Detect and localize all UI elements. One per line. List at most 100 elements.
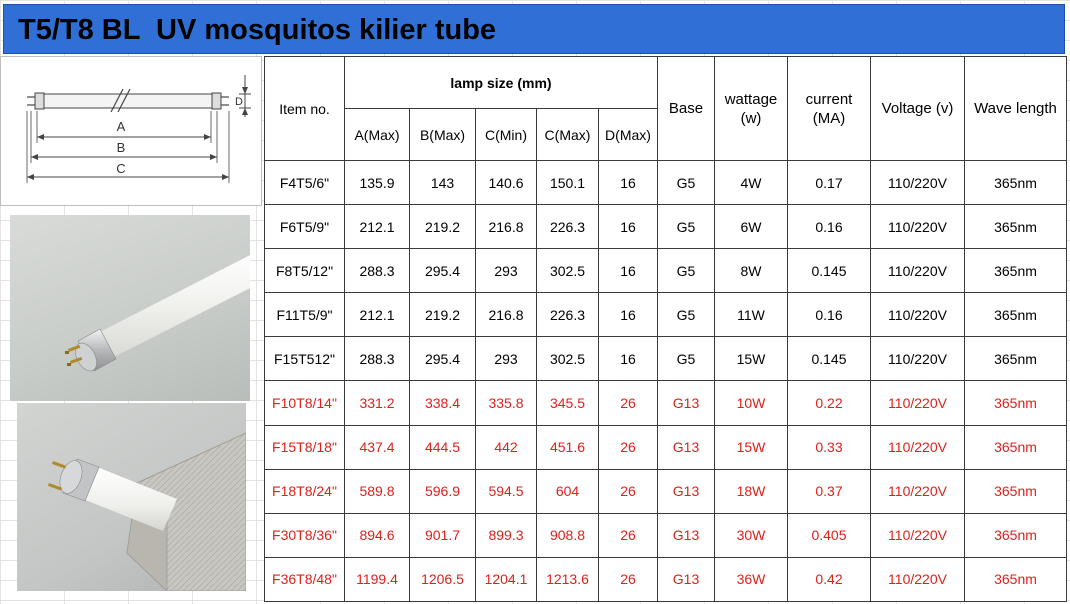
cell-b-max: 295.4 [409,336,476,382]
cell-c-max: 226.3 [536,204,599,250]
dimension-label-c: C [116,161,125,176]
cell-voltage: 110/220V [870,204,965,250]
cell-b-max: 338.4 [409,380,476,426]
header-c-min: C(Min) [475,108,537,161]
cell-c-min: 899.3 [475,512,537,558]
spec-table-body: F4T5/6" 135.9 143 140.6 150.1 16 G5 4W 0.17 110/2… [264,159,1067,603]
cell-b-max: 901.7 [409,512,476,558]
cell-c-max: 302.5 [536,248,599,294]
cell-base: G5 [657,204,715,250]
table-row: F15T512" 288.3 295.4 293 302.5 16 G5 15W 0.145 11… [264,336,1067,382]
cell-a-max: 288.3 [344,248,410,294]
header-c-max: C(Max) [536,108,599,161]
cell-d-max: 16 [598,336,658,382]
cell-a-max: 135.9 [344,159,410,206]
cell-wave-length: 365nm [964,556,1067,603]
cell-d-max: 26 [598,380,658,426]
cell-base: G13 [657,556,715,603]
cell-current: 0.42 [787,556,871,603]
cell-current: 0.145 [787,336,871,382]
cell-d-max: 16 [598,204,658,250]
cell-a-max: 212.1 [344,292,410,338]
cell-b-max: 1206.5 [409,556,476,603]
page-title: T5/T8 BL UV mosquitos kilier tube [18,14,497,46]
header-a-max: A(Max) [344,108,410,161]
cell-voltage: 110/220V [870,468,965,514]
cell-voltage: 110/220V [870,512,965,558]
cell-wattage: 30W [714,512,788,558]
header-wave-length: Wave length [964,56,1067,161]
cell-wattage: 10W [714,380,788,426]
cell-base: G5 [657,159,715,206]
table-row: F30T8/36" 894.6 901.7 899.3 908.8 26 G13 30W 0.4… [264,512,1067,558]
dimension-label-d: D [235,96,243,108]
t8-tube-illustration [47,432,246,591]
tube-dimension-diagram: A B C D [0,56,262,206]
cell-wave-length: 365nm [964,468,1067,514]
cell-item-no: F36T8/48" [264,556,345,603]
cell-c-max: 604 [536,468,599,514]
table-row: F10T8/14" 331.2 338.4 335.8 345.5 26 G13 10W 0.2… [264,380,1067,426]
cell-item-no: F8T5/12" [264,248,345,294]
cell-base: G5 [657,248,715,294]
cell-item-no: F6T5/9" [264,204,345,250]
cell-wattage: 15W [714,424,788,470]
t5-tube-illustration [65,255,250,372]
cell-base: G13 [657,468,715,514]
cell-base: G13 [657,424,715,470]
cell-current: 0.16 [787,292,871,338]
header-wattage: wattage (w) [714,56,788,161]
left-image-panel: A B C D [0,56,262,604]
cell-a-max: 437.4 [344,424,410,470]
cell-wave-length: 365nm [964,380,1067,426]
table-row: F6T5/9" 212.1 219.2 216.8 226.3 16 G5 6W 0.16 110… [264,204,1067,250]
cell-item-no: F15T512" [264,336,345,382]
table-row: F8T5/12" 288.3 295.4 293 302.5 16 G5 8W 0.145 110… [264,248,1067,294]
spec-table: Item no. lamp size (mm) Base wattage (w)… [264,56,1067,603]
cell-current: 0.145 [787,248,871,294]
cell-c-max: 345.5 [536,380,599,426]
table-row: F11T5/9" 212.1 219.2 216.8 226.3 16 G5 11W 0.16 1… [264,292,1067,338]
tube-diagram-svg: A B C D [26,75,251,183]
cell-wave-length: 365nm [964,248,1067,294]
cell-wattage: 18W [714,468,788,514]
cell-a-max: 212.1 [344,204,410,250]
table-row: F4T5/6" 135.9 143 140.6 150.1 16 G5 4W 0.17 110/2… [264,159,1067,206]
header-lamp-size: lamp size (mm) [344,56,658,109]
header-voltage: Voltage (v) [870,56,965,161]
cell-wattage: 6W [714,204,788,250]
header-base: Base [657,56,715,161]
cell-wave-length: 365nm [964,204,1067,250]
cell-voltage: 110/220V [870,159,965,206]
cell-c-max: 302.5 [536,336,599,382]
cell-c-min: 594.5 [475,468,537,514]
cell-a-max: 1199.4 [344,556,410,603]
cell-a-max: 288.3 [344,336,410,382]
cell-c-max: 908.8 [536,512,599,558]
cell-current: 0.17 [787,159,871,206]
cell-d-max: 26 [598,424,658,470]
cell-a-max: 894.6 [344,512,410,558]
cell-voltage: 110/220V [870,292,965,338]
cell-c-min: 293 [475,336,537,382]
cell-d-max: 16 [598,248,658,294]
header-b-max: B(Max) [409,108,476,161]
cell-wave-length: 365nm [964,336,1067,382]
cell-current: 0.16 [787,204,871,250]
cell-a-max: 331.2 [344,380,410,426]
cell-b-max: 219.2 [409,204,476,250]
cell-base: G13 [657,512,715,558]
table-row: F15T8/18" 437.4 444.5 442 451.6 26 G13 15W 0.33 1… [264,424,1067,470]
cell-base: G5 [657,336,715,382]
cell-c-min: 442 [475,424,537,470]
t5-tube-photo [10,215,250,401]
title-bar: T5/T8 BL UV mosquitos kilier tube [3,4,1065,54]
cell-item-no: F15T8/18" [264,424,345,470]
cell-current: 0.405 [787,512,871,558]
cell-c-min: 216.8 [475,292,537,338]
cell-wave-length: 365nm [964,424,1067,470]
cell-c-min: 216.8 [475,204,537,250]
cell-wave-length: 365nm [964,512,1067,558]
cell-item-no: F11T5/9" [264,292,345,338]
cell-item-no: F30T8/36" [264,512,345,558]
